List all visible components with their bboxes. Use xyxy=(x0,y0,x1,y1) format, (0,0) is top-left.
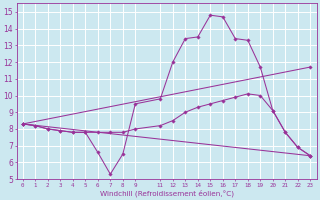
X-axis label: Windchill (Refroidissement éolien,°C): Windchill (Refroidissement éolien,°C) xyxy=(100,189,234,197)
